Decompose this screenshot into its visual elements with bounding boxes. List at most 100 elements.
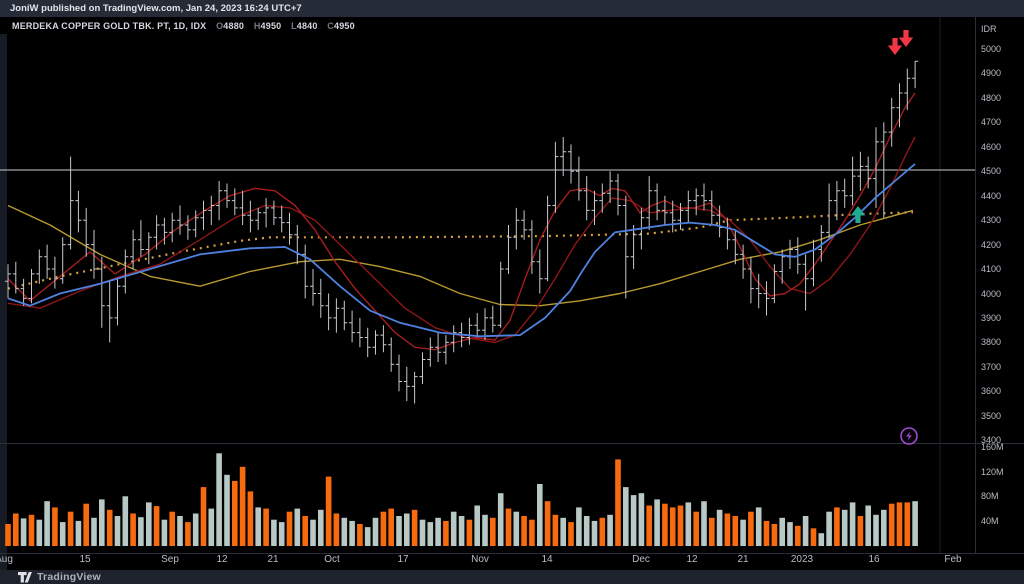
volume-bar xyxy=(873,514,879,547)
volume-bar xyxy=(364,527,371,546)
volume-bar xyxy=(341,517,348,546)
volume-bar xyxy=(208,508,215,546)
volume-bar xyxy=(239,466,246,546)
volume-bar xyxy=(482,514,488,547)
ma-red-slow-line xyxy=(7,136,916,344)
volume-bar xyxy=(810,528,817,546)
volume-bar xyxy=(857,516,864,546)
volume-bar xyxy=(904,502,911,546)
volume-tick-label: 120M xyxy=(981,466,1004,477)
price-tick-label: 4100 xyxy=(981,264,1002,275)
price-tick-label: 4000 xyxy=(981,288,1002,299)
tradingview-brand-text[interactable]: TradingView xyxy=(37,571,101,583)
high-label: H xyxy=(253,21,261,31)
volume-tick-label: 160M xyxy=(981,442,1004,453)
close-label: C xyxy=(327,21,334,31)
price-tick-label: 4300 xyxy=(981,215,1002,226)
time-tick-label: Aug xyxy=(0,554,13,565)
volume-bar xyxy=(458,516,465,546)
volume-bar xyxy=(106,509,113,546)
volume-bar xyxy=(216,453,222,547)
volume-bar xyxy=(755,507,762,546)
volume-bar xyxy=(834,507,840,546)
price-tick-label: 3900 xyxy=(981,312,1002,323)
price-tick-label: 4700 xyxy=(981,117,1002,128)
volume-bar xyxy=(357,524,363,546)
close-value: 4950 xyxy=(334,21,355,31)
chart-left-margin xyxy=(0,34,7,584)
volume-bar xyxy=(623,487,629,546)
volume-bar xyxy=(91,517,97,546)
volume-bar xyxy=(748,511,754,546)
volume-bar xyxy=(630,495,637,546)
chart-area[interactable]: MERDEKA COPPER GOLD TBK. PT, 1D, IDX O48… xyxy=(0,17,1024,584)
volume-bar xyxy=(568,522,574,546)
price-tick-label: 5000 xyxy=(981,44,1002,54)
time-tick-label: Nov xyxy=(471,554,489,565)
volume-bar xyxy=(654,499,660,546)
volume-bar xyxy=(263,508,269,546)
time-tick-label: Dec xyxy=(632,554,650,565)
volume-bar xyxy=(13,513,19,546)
low-value: 4840 xyxy=(296,21,318,31)
volume-bar xyxy=(224,474,230,546)
price-tick-label: 4900 xyxy=(981,68,1002,79)
price-chart-canvas[interactable] xyxy=(0,17,1024,570)
time-tick-label: 21 xyxy=(267,554,279,565)
volume-tick-label: 80M xyxy=(981,491,999,502)
volume-bar xyxy=(865,505,871,546)
volume-bar xyxy=(286,511,293,546)
low-label: L xyxy=(291,21,297,31)
currency-label: IDR xyxy=(981,24,997,34)
tradingview-logo-icon[interactable] xyxy=(18,571,32,583)
volume-bar xyxy=(490,517,496,546)
volume-bar xyxy=(83,503,89,546)
volume-bar xyxy=(404,513,410,546)
volume-bar xyxy=(607,514,613,547)
symbol-legend: MERDEKA COPPER GOLD TBK. PT, 1D, IDX O48… xyxy=(12,21,355,31)
volume-bar xyxy=(677,505,684,546)
publish-info-text: JoniW published on TradingView.com, Jan … xyxy=(10,3,302,14)
volume-bar xyxy=(505,508,512,546)
volume-bar xyxy=(521,516,527,546)
volume-bar xyxy=(177,516,183,546)
lightning-icon xyxy=(906,431,912,441)
volume-bar xyxy=(192,513,199,546)
volume-bar xyxy=(138,517,144,546)
volume-bar xyxy=(419,519,426,546)
volume-bar xyxy=(544,501,551,546)
price-tick-label: 3400 xyxy=(981,435,1002,446)
footer-bar: TradingView xyxy=(0,570,1024,584)
volume-bar xyxy=(271,519,277,546)
ohlc-bars xyxy=(5,60,919,404)
volume-bar xyxy=(669,507,676,546)
symbol-title: MERDEKA COPPER GOLD TBK. PT, 1D, IDX xyxy=(12,21,207,31)
volume-bar xyxy=(185,522,191,546)
volume-bar xyxy=(161,519,168,546)
ma-yellow-line xyxy=(7,204,914,307)
volume-bar xyxy=(802,516,809,546)
volume-bar xyxy=(255,507,261,546)
volume-bar xyxy=(771,524,778,546)
volume-bar xyxy=(44,501,50,546)
price-tick-label: 3800 xyxy=(981,337,1002,348)
price-tick-label: 3600 xyxy=(981,386,1002,397)
volume-bar xyxy=(709,517,715,546)
volume-bar xyxy=(427,522,434,546)
price-tick-label: 4200 xyxy=(981,239,1002,250)
volume-bar xyxy=(466,519,473,546)
volume-bar xyxy=(318,509,324,546)
volume-bar xyxy=(302,516,308,546)
volume-bar xyxy=(583,516,590,546)
volume-bar xyxy=(294,508,301,546)
volume-bar xyxy=(114,516,121,546)
sell-arrow-icon xyxy=(898,30,914,47)
volume-bar xyxy=(818,533,825,546)
volume-bar xyxy=(333,513,340,546)
volume-bar xyxy=(552,514,559,547)
price-tick-label: 4800 xyxy=(981,92,1002,103)
volume-bar xyxy=(763,520,770,546)
volume-bar xyxy=(435,517,441,546)
time-tick-label: Feb xyxy=(944,554,962,565)
